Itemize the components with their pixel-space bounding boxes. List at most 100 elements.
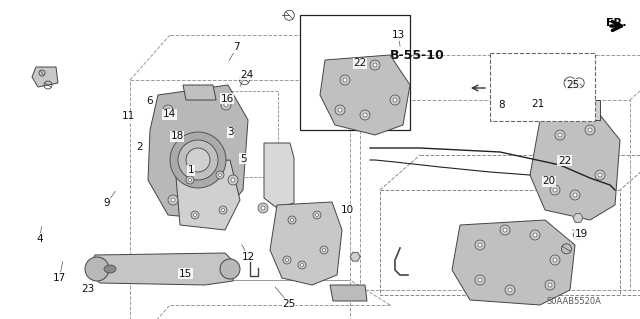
Bar [380,190,620,295]
Circle shape [553,188,557,192]
Text: 7: 7 [234,42,240,52]
Polygon shape [573,214,583,222]
Circle shape [171,198,175,202]
Circle shape [570,190,580,200]
Text: 20: 20 [543,176,556,186]
Circle shape [298,261,306,269]
Polygon shape [350,252,360,261]
Circle shape [221,100,231,110]
Circle shape [221,209,225,211]
Circle shape [186,148,210,172]
Circle shape [393,98,397,102]
Text: 19: 19 [575,229,588,240]
Circle shape [508,288,512,292]
Circle shape [478,278,482,282]
Text: 6: 6 [146,96,152,106]
Text: 3: 3 [227,127,234,137]
Circle shape [261,206,265,210]
Circle shape [168,195,178,205]
Text: 14: 14 [163,109,176,119]
Polygon shape [530,115,620,220]
Circle shape [291,219,294,221]
Text: 1: 1 [188,165,194,175]
Circle shape [475,275,485,285]
Circle shape [475,240,485,250]
Text: 22: 22 [353,58,366,68]
Circle shape [505,285,515,295]
Circle shape [285,258,289,262]
Polygon shape [270,202,342,285]
Text: 23: 23 [82,284,95,294]
Circle shape [163,105,173,115]
Polygon shape [32,67,58,87]
Polygon shape [495,68,585,108]
Circle shape [231,178,235,182]
Text: 8: 8 [498,100,504,110]
Circle shape [558,133,562,137]
Circle shape [595,170,605,180]
Circle shape [85,257,109,281]
Circle shape [170,132,226,188]
Text: 12: 12 [242,252,255,262]
Text: 24: 24 [240,70,253,80]
Circle shape [191,211,199,219]
Text: 5: 5 [240,153,246,164]
Text: FR.: FR. [606,18,627,28]
Circle shape [178,140,218,180]
Circle shape [186,176,194,184]
Circle shape [533,233,537,237]
Text: 10: 10 [341,204,354,215]
Circle shape [555,130,565,140]
Circle shape [363,113,367,117]
Bar [300,15,410,130]
Circle shape [301,263,303,266]
Text: 21: 21 [531,99,544,109]
Circle shape [166,108,170,112]
Circle shape [316,213,319,217]
Circle shape [335,105,345,115]
Circle shape [288,216,296,224]
Text: 17: 17 [53,272,66,283]
Circle shape [228,175,238,185]
Polygon shape [148,85,248,220]
Text: 18: 18 [171,131,184,141]
Circle shape [320,246,328,254]
Circle shape [193,213,196,217]
Circle shape [553,258,557,262]
Bar [490,53,595,121]
Text: 11: 11 [122,111,134,122]
Circle shape [530,230,540,240]
Circle shape [373,63,377,67]
Polygon shape [330,285,367,301]
Bar [130,80,350,280]
Text: 13: 13 [392,30,405,40]
Polygon shape [452,220,575,305]
Polygon shape [540,100,600,120]
Circle shape [360,110,370,120]
Circle shape [218,174,221,176]
Text: 25: 25 [566,79,579,90]
Circle shape [550,255,560,265]
Circle shape [283,256,291,264]
Circle shape [323,249,326,251]
Circle shape [338,108,342,112]
Text: 22: 22 [558,156,571,166]
Polygon shape [264,143,294,208]
Text: S0AAB5520A: S0AAB5520A [547,297,602,306]
Circle shape [224,103,228,107]
Circle shape [503,228,507,232]
Circle shape [390,95,400,105]
Circle shape [340,75,350,85]
Polygon shape [175,160,240,230]
Circle shape [585,125,595,135]
Bar [360,100,630,290]
Polygon shape [87,253,235,285]
Circle shape [598,173,602,177]
Circle shape [478,243,482,247]
Text: 25: 25 [283,299,296,309]
Circle shape [370,60,380,70]
Ellipse shape [104,265,116,273]
Circle shape [343,78,347,82]
Circle shape [573,193,577,197]
Polygon shape [573,231,583,239]
